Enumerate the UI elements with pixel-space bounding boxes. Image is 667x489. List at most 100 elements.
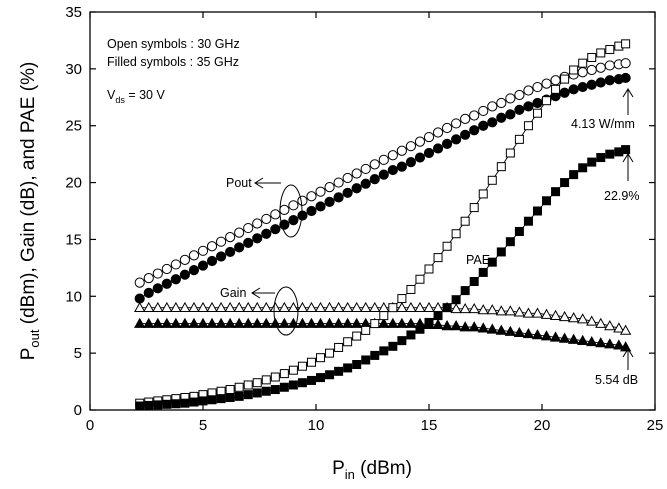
point-square: [270, 385, 280, 395]
point-square: [370, 350, 380, 360]
y-tick-label: 30: [65, 61, 82, 78]
point-square: [523, 216, 533, 226]
point-square: [460, 286, 470, 296]
point-circle: [460, 113, 471, 124]
point-triangle: [540, 308, 553, 319]
point-triangle: [341, 317, 354, 328]
point-square: [261, 375, 271, 385]
point-triangle: [197, 301, 209, 312]
point-square: [496, 162, 506, 172]
point-circle: [405, 141, 417, 152]
point-square: [297, 361, 307, 371]
series-pout-open-circle: [134, 58, 631, 288]
point-circle: [288, 214, 299, 226]
point-circle: [270, 224, 281, 235]
axis-ticks: 0 5 10 15 20 25 0 5 10 15 20 25 30 35: [65, 4, 663, 434]
pout-ellipse: [279, 184, 303, 238]
point-circle: [496, 97, 507, 109]
point-triangle: [305, 301, 318, 312]
y-axis-label: Pout (dBm), Gain (dB), and PAE (%): [18, 62, 42, 361]
point-circle: [170, 259, 181, 270]
point-circle: [441, 138, 453, 150]
point-triangle: [224, 317, 236, 328]
point-square: [379, 346, 389, 356]
point-triangle: [558, 310, 571, 322]
point-circle: [423, 131, 435, 143]
point-square: [451, 295, 461, 305]
point-square: [560, 178, 570, 188]
point-square: [442, 303, 452, 313]
point-circle: [478, 105, 489, 117]
point-circle: [243, 222, 254, 234]
point-circle: [351, 168, 362, 179]
x-tick-label: 10: [308, 417, 325, 434]
point-circle: [197, 260, 209, 271]
point-circle: [179, 269, 191, 280]
x-axis-label: Pin (dBm): [332, 458, 412, 482]
point-square: [334, 342, 344, 352]
x-tick-label: 5: [199, 417, 207, 434]
point-circle: [387, 150, 398, 161]
point-circle: [161, 278, 172, 289]
point-triangle: [531, 329, 544, 340]
point-square: [252, 378, 262, 388]
point-circle: [369, 159, 380, 170]
point-triangle: [251, 301, 263, 312]
point-square: [415, 274, 425, 284]
pout-arrowhead: [254, 177, 264, 189]
point-triangle: [242, 301, 254, 312]
point-triangle: [161, 301, 173, 312]
point-triangle: [549, 309, 562, 320]
point-square: [551, 187, 561, 197]
point-square: [270, 372, 280, 382]
x-axis-label-sub: in: [345, 467, 355, 482]
point-square: [621, 39, 631, 49]
point-triangle: [513, 326, 526, 338]
point-circle: [188, 250, 200, 261]
point-circle: [360, 163, 371, 175]
point-circle: [261, 228, 272, 239]
y-tick-label: 15: [65, 231, 82, 248]
point-triangle: [179, 317, 191, 328]
point-triangle: [305, 317, 318, 328]
point-triangle: [215, 301, 227, 312]
point-circle: [333, 192, 344, 203]
point-triangle: [332, 317, 345, 328]
legend-vds-sub: ds: [115, 95, 125, 105]
point-triangle: [477, 304, 489, 315]
point-square: [361, 325, 371, 335]
point-square: [578, 58, 588, 68]
point-circle: [432, 143, 444, 154]
point-triangle: [432, 301, 444, 312]
point-square: [442, 241, 452, 251]
point-triangle: [251, 317, 263, 328]
point-square: [352, 360, 362, 370]
point-triangle: [152, 301, 164, 312]
point-circle: [215, 236, 227, 247]
point-triangle: [287, 301, 300, 312]
point-square: [171, 399, 181, 409]
point-square: [279, 369, 289, 379]
point-square: [388, 303, 398, 313]
point-triangle: [513, 306, 526, 317]
point-circle: [532, 81, 543, 93]
point-circle: [179, 254, 191, 265]
point-square: [325, 348, 335, 358]
point-triangle: [396, 301, 408, 312]
point-circle: [496, 112, 507, 123]
point-circle: [469, 110, 480, 121]
point-triangle: [586, 335, 598, 347]
y-tick-label: 10: [65, 288, 82, 305]
point-circle: [134, 293, 145, 304]
point-square: [288, 380, 298, 390]
point-square: [225, 385, 235, 395]
point-circle: [414, 152, 426, 163]
point-circle: [441, 122, 453, 134]
point-square: [279, 382, 289, 392]
point-circle: [324, 196, 335, 208]
point-square: [596, 153, 606, 163]
point-square: [406, 330, 416, 340]
point-square: [397, 294, 407, 304]
point-square: [514, 226, 524, 236]
point-square: [587, 52, 597, 62]
